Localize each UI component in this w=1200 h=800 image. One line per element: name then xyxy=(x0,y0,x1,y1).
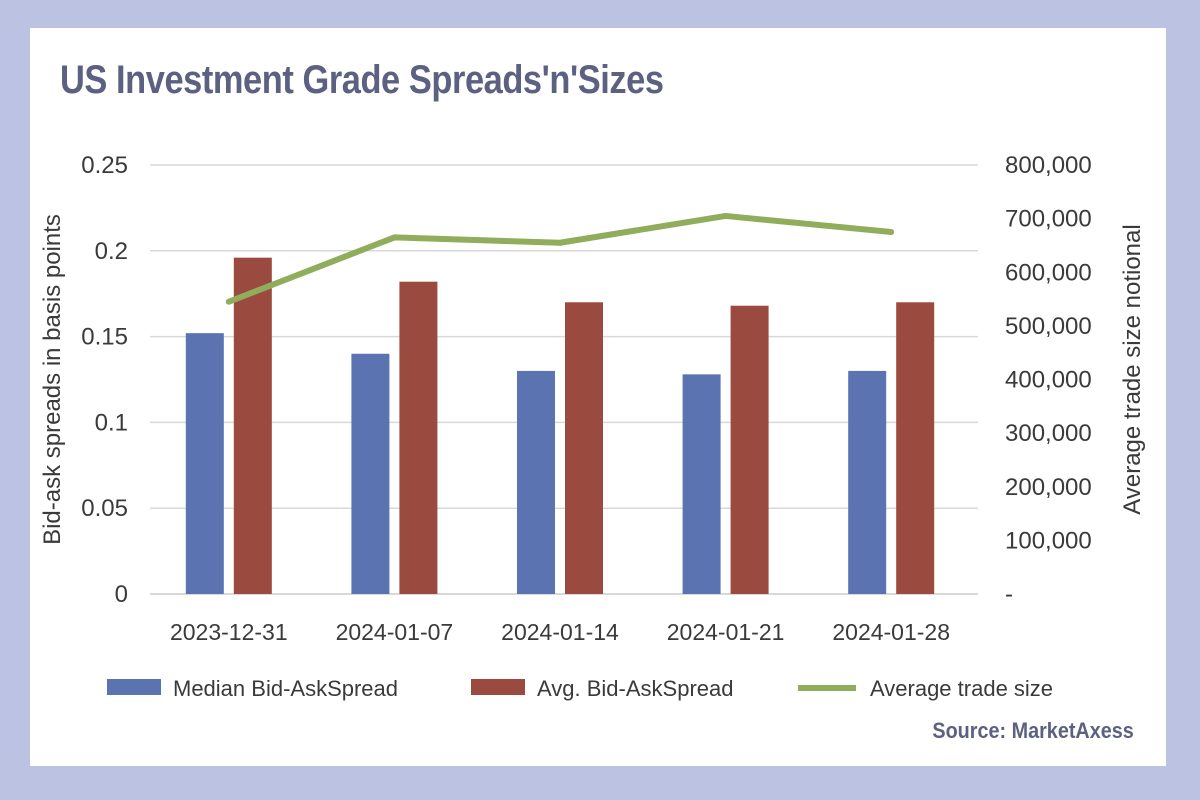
gridlines xyxy=(150,164,978,595)
avg-trade-size-point xyxy=(225,298,232,305)
legend-avg-swatch xyxy=(471,679,525,695)
x-tick-label: 2024-01-14 xyxy=(501,619,619,645)
median-spread-bar xyxy=(517,370,555,594)
y2-tick-label: 200,000 xyxy=(1005,474,1092,501)
y2-tick-label: 600,000 xyxy=(1005,259,1092,286)
avg-trade-size-point xyxy=(888,229,895,236)
y2-tick-label: - xyxy=(1005,581,1013,608)
bars xyxy=(185,257,935,594)
median-spread-bar xyxy=(682,374,721,594)
avg-trade-size-point xyxy=(722,212,729,219)
axes: 0 0.05 0.1 0.15 0.2 0.25 - 100,000 200,000 300,00… xyxy=(39,152,1146,645)
x-tick-label: 2023-12-31 xyxy=(170,619,288,645)
x-tick-label: 2024-01-28 xyxy=(832,619,950,645)
legend-median-label: Median Bid-AskSpread xyxy=(173,676,398,701)
avg-spread-bar xyxy=(233,257,272,594)
y-tick-label: 0.25 xyxy=(81,152,128,179)
avg-spread-bar xyxy=(399,281,438,594)
y2-axis-label: Average trade size notional xyxy=(1119,224,1146,514)
y2-tick-label: 400,000 xyxy=(1005,367,1092,394)
legend-trade-size-label: Average trade size xyxy=(870,676,1053,701)
trade-size-line-group xyxy=(225,212,895,305)
y2-tick-label: 800,000 xyxy=(1005,152,1092,179)
chart-title: US Investment Grade Spreads'n'Sizes xyxy=(60,58,664,102)
y-tick-label: 0.05 xyxy=(81,495,128,522)
y-tick-label: 0.15 xyxy=(81,324,128,351)
y-tick-label: 0.2 xyxy=(95,238,128,265)
y2-tick-label: 700,000 xyxy=(1005,206,1092,233)
y2-tick-label: 100,000 xyxy=(1005,527,1092,554)
source-note: Source: MarketAxess xyxy=(932,718,1134,743)
avg-trade-size-point xyxy=(557,239,563,246)
legend-median-swatch xyxy=(107,679,161,695)
avg-trade-size-line xyxy=(227,212,892,305)
y-tick-label: 0 xyxy=(115,581,128,608)
legend: Median Bid-AskSpread Avg. Bid-AskSpread Av… xyxy=(107,676,1053,701)
x-tick-label: 2024-01-21 xyxy=(667,619,785,645)
y-axis-label: Bid-ask spreads in basis points xyxy=(39,214,66,545)
x-tick-label: 2024-01-07 xyxy=(336,619,454,645)
avg-spread-bar xyxy=(565,302,603,594)
y2-tick-label: 500,000 xyxy=(1005,313,1092,340)
y2-tick-label: 300,000 xyxy=(1005,420,1092,447)
median-spread-bar xyxy=(351,353,390,594)
y-tick-label: 0.1 xyxy=(95,409,128,436)
median-spread-bar xyxy=(185,333,224,594)
legend-avg-label: Avg. Bid-AskSpread xyxy=(537,676,733,701)
avg-spread-bar xyxy=(730,305,769,594)
avg-trade-size-point xyxy=(391,234,398,241)
median-spread-bar xyxy=(848,370,887,594)
avg-spread-bar xyxy=(896,302,935,594)
